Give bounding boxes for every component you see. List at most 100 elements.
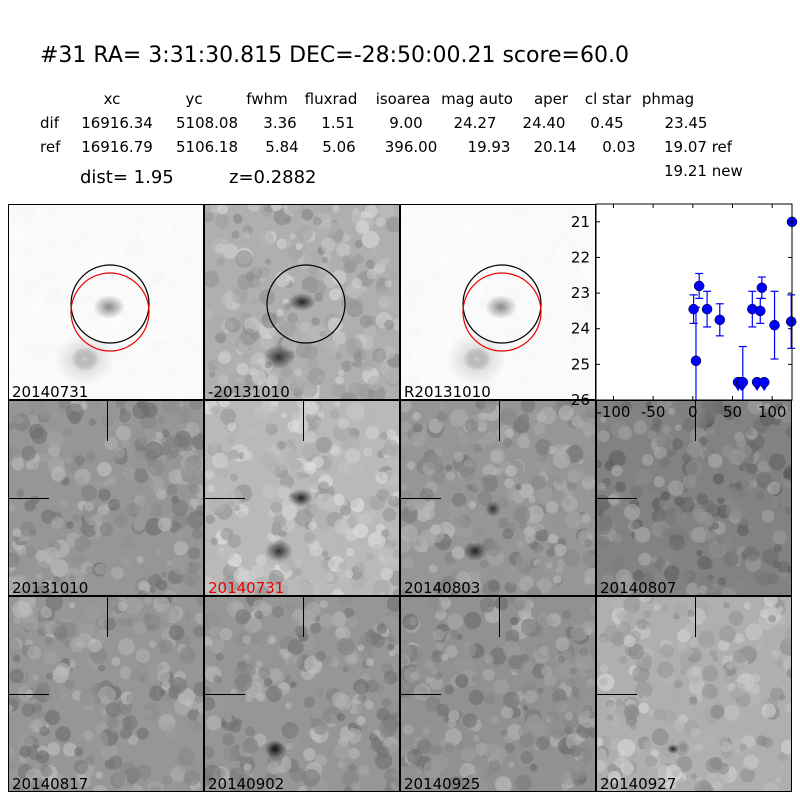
crosshair-vertical xyxy=(107,597,108,637)
stamp-date-label: 20140817 xyxy=(12,775,89,792)
stamp-panel: 20131010 xyxy=(8,400,204,596)
distance: dist= 1.95 xyxy=(80,167,174,188)
cell: 5.84 xyxy=(265,138,299,156)
cell: 16916.79 xyxy=(81,138,153,156)
reference-circle xyxy=(70,264,150,344)
col-header: fluxrad xyxy=(304,90,358,108)
stamp-date-label: R20131010 xyxy=(404,383,491,400)
crosshair-vertical xyxy=(499,401,500,441)
data-point xyxy=(737,376,749,388)
cell: 1.51 xyxy=(321,114,355,132)
crosshair-vertical xyxy=(695,597,696,637)
redshift: z=0.2882 xyxy=(229,167,317,188)
reference-circle xyxy=(266,264,346,344)
crosshair-horizontal xyxy=(9,694,49,695)
data-point xyxy=(755,305,766,317)
crosshair-horizontal xyxy=(401,694,441,695)
stamp-date-label: 20140803 xyxy=(404,579,481,596)
row-label: ref xyxy=(40,138,61,156)
col-header: isoarea xyxy=(375,90,431,108)
data-point xyxy=(785,316,797,327)
row-label: dif xyxy=(40,114,59,132)
col-header: mag auto xyxy=(441,90,513,108)
stamp-panel: 20140803 xyxy=(400,400,596,596)
col-header: yc xyxy=(185,90,203,108)
x-tick-label: 0 xyxy=(688,403,698,421)
upper-limit-marker xyxy=(754,386,761,392)
cutout-panel: -20131010 xyxy=(204,204,400,400)
stamp-panel: 20140807 xyxy=(596,400,792,596)
col-header: cl star xyxy=(584,90,632,108)
col-header: aper xyxy=(533,90,569,108)
crosshair-horizontal xyxy=(401,498,441,499)
cell: 0.45 xyxy=(590,114,624,132)
cell: 20.14 xyxy=(533,138,577,156)
stamp-panel: 20140817 xyxy=(8,596,204,792)
y-tick-label: 23 xyxy=(571,284,590,302)
stamp-date-label: 20140902 xyxy=(208,775,285,792)
cell: 5108.08 xyxy=(175,114,239,132)
cell: 19.07 ref xyxy=(664,138,733,156)
crosshair-horizontal xyxy=(597,694,637,695)
upper-limit-marker xyxy=(739,386,746,392)
col-header: xc xyxy=(103,90,121,108)
data-point xyxy=(690,355,702,367)
stamp-date-label: 20131010 xyxy=(12,579,89,596)
stamp-panel: 20140927 xyxy=(596,596,792,792)
detection-circle xyxy=(462,272,542,352)
y-tick-label: 21 xyxy=(571,213,590,231)
cell: 0.03 xyxy=(602,138,636,156)
stamp-date-label: 20140731 xyxy=(208,579,285,596)
x-tick-label: 50 xyxy=(723,403,742,421)
stamp-date-label: -20131010 xyxy=(208,383,290,400)
cell: 3.36 xyxy=(263,114,297,132)
y-tick-label: 22 xyxy=(571,248,590,266)
reference-circle xyxy=(462,264,542,344)
data-point xyxy=(688,303,699,315)
y-tick-label: 24 xyxy=(571,320,590,338)
data-point xyxy=(701,303,713,315)
cell: 19.93 xyxy=(467,138,511,156)
y-tick-label: 26 xyxy=(571,391,590,409)
crosshair-vertical xyxy=(499,597,500,637)
stamp-date-label: 20140731 xyxy=(12,383,89,400)
crosshair-horizontal xyxy=(9,498,49,499)
plot-frame xyxy=(595,203,793,401)
cell: 24.40 xyxy=(522,114,566,132)
crosshair-horizontal xyxy=(205,498,245,499)
stamp-panel: 20140902 xyxy=(204,596,400,792)
stamp-panel: 20140731 xyxy=(204,400,400,596)
candidate-title: #31 RA= 3:31:30.815 DEC=-28:50:00.21 sco… xyxy=(40,43,629,68)
data-point xyxy=(693,280,705,292)
stamp-date-label: 20140927 xyxy=(600,775,677,792)
col-header: fwhm xyxy=(246,90,288,108)
data-point xyxy=(714,314,726,326)
cell: 16916.34 xyxy=(81,114,153,132)
crosshair-horizontal xyxy=(205,694,245,695)
crosshair-vertical xyxy=(303,401,304,441)
data-point xyxy=(758,376,770,388)
x-tick-label: 100 xyxy=(758,403,787,421)
data-point xyxy=(756,282,768,293)
upper-limit-marker xyxy=(761,386,768,392)
new-mag: 19.21 new xyxy=(664,162,743,180)
data-point xyxy=(769,319,780,331)
cell: 5.06 xyxy=(322,138,356,156)
crosshair-vertical xyxy=(303,597,304,637)
cell: 9.00 xyxy=(389,114,423,132)
cutout-panel: R20131010 xyxy=(400,204,596,400)
light-curve-chart: 21 22 23 24 25 26 -100 -50 0 50 100 xyxy=(571,203,798,421)
col-header: phmag xyxy=(641,90,695,108)
crosshair-horizontal xyxy=(597,498,637,499)
x-tick-label: -100 xyxy=(596,403,630,421)
cutout-panel: 20140731 xyxy=(8,204,204,400)
crosshair-vertical xyxy=(695,401,696,441)
cell: 23.45 xyxy=(664,114,708,132)
stamp-date-label: 20140807 xyxy=(600,579,677,596)
cell: 24.27 xyxy=(453,114,497,132)
x-tick-label: -50 xyxy=(641,403,666,421)
y-tick-label: 25 xyxy=(571,355,590,373)
stamp-panel: 20140925 xyxy=(400,596,596,792)
stamp-date-label: 20140925 xyxy=(404,775,481,792)
